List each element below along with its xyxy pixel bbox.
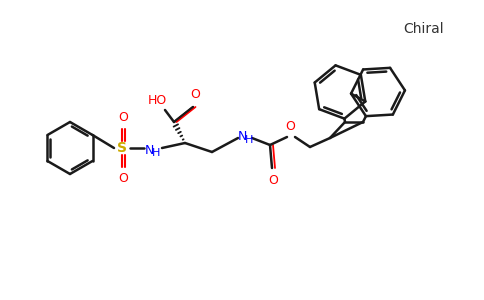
Text: O: O [190,88,200,101]
Text: Chiral: Chiral [403,22,444,36]
Text: O: O [285,120,295,133]
Text: O: O [268,174,278,187]
Text: N: N [237,130,247,142]
Text: H: H [245,135,253,145]
Text: N: N [144,143,154,157]
Text: O: O [119,172,128,185]
Text: O: O [119,111,128,124]
Text: H: H [152,148,160,158]
Text: S: S [117,141,127,155]
Text: HO: HO [147,94,166,107]
